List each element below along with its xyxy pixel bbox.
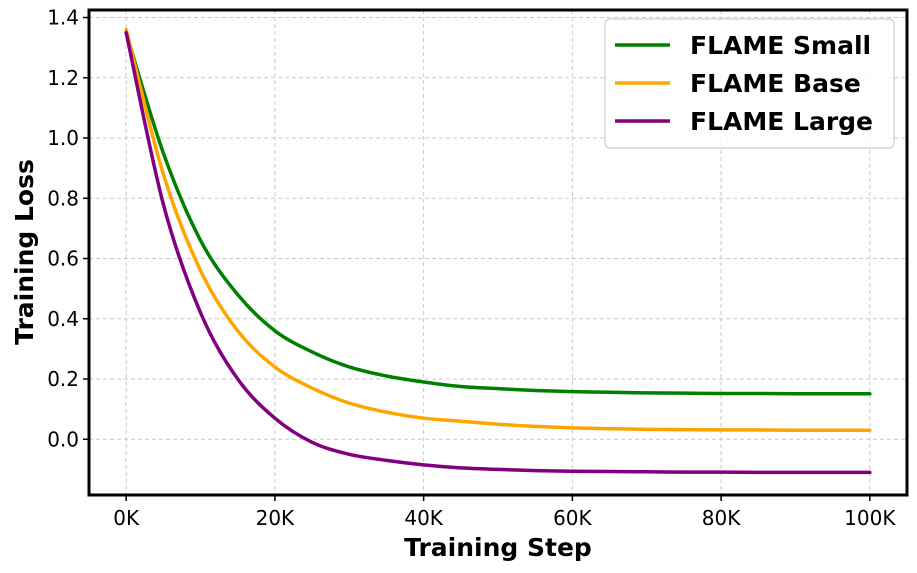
x-tick-label: 80K [702,506,741,530]
plot-frame [87,8,909,497]
y-tick-label: 0.6 [47,247,79,271]
y-axis-ticks: 0.0 0.2 0.4 0.6 0.8 1.0 1.2 1.4 [47,6,89,451]
legend-box [604,18,895,149]
legend-label-flame-small: FLAME Small [690,31,871,60]
y-axis-title: Training Loss [10,159,39,345]
x-axis-ticks: 0K 20K 40K 60K 80K 100K [113,495,896,530]
y-tick-label: 1.2 [47,66,79,90]
x-tick-label: 0K [113,506,140,530]
legend-label-flame-large: FLAME Large [690,107,873,136]
legend: FLAME Small FLAME Base FLAME Large [604,18,895,149]
x-axis-title: Training Step [404,533,592,562]
series-line-flame-small [124,30,872,396]
y-tick-label: 0.2 [47,367,79,391]
series-line-flame-large [124,30,872,475]
series-lines [124,27,872,475]
x-tick-label: 20K [256,506,295,530]
y-tick-label: 0.4 [47,307,79,331]
x-tick-label: 60K [553,506,592,530]
x-tick-label: 40K [404,506,443,530]
series-line-flame-base [124,27,872,433]
y-tick-label: 0.8 [47,186,79,210]
y-tick-label: 1.4 [47,6,79,30]
y-tick-label: 1.0 [47,126,79,150]
legend-label-flame-base: FLAME Base [690,69,861,98]
y-tick-label: 0.0 [47,427,79,451]
x-tick-label: 100K [844,506,896,530]
